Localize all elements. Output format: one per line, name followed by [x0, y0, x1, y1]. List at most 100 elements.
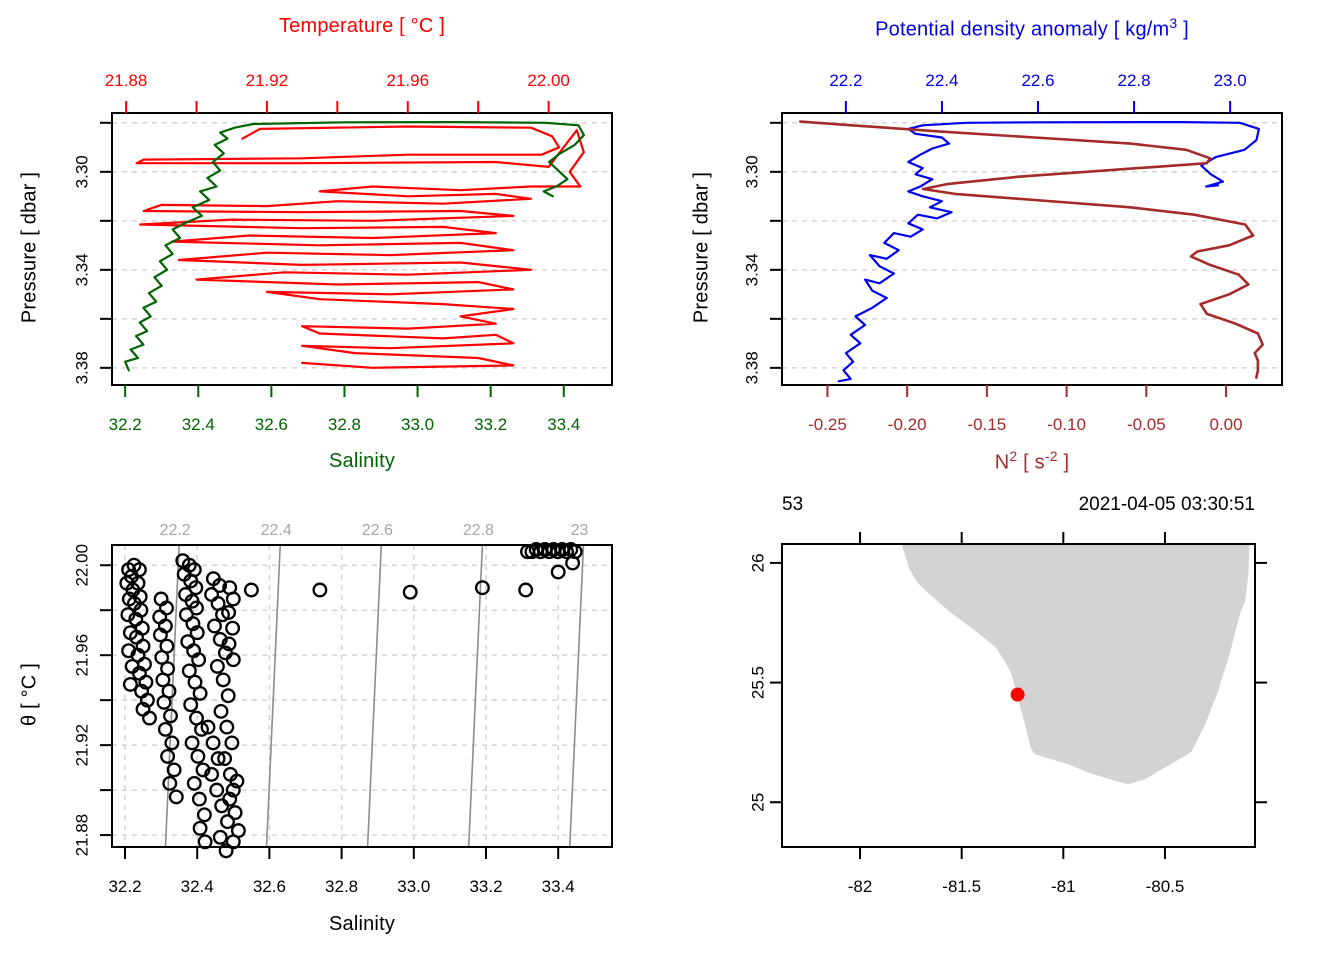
ts-point	[212, 631, 228, 647]
ts-point	[243, 582, 259, 598]
ts-point	[181, 663, 197, 679]
tick-label: 32.6	[253, 877, 286, 896]
tick-label: 32.4	[181, 877, 214, 896]
tick-label: -82	[848, 877, 873, 896]
ts-point	[200, 719, 216, 735]
tick-label: 22.8	[1118, 71, 1151, 90]
ts-point	[186, 775, 202, 791]
tick-label: 32.2	[109, 415, 142, 434]
ts-point	[189, 625, 205, 641]
tick-label: 21.96	[73, 634, 92, 677]
ts-point	[225, 591, 241, 607]
ts-point	[185, 616, 201, 632]
salinity-axis-title-bottom-left: Salinity	[328, 913, 396, 935]
temperature-salinity-profile-panel: 3.30 3.34 3.38 21.88 21.92 21.96 22.00 32.2 32.4…	[73, 71, 613, 434]
tick-label: 21.88	[105, 71, 148, 90]
tick-label: 3.34	[743, 253, 762, 286]
ts-point	[205, 735, 221, 751]
series-n-squared	[799, 120, 1264, 379]
ts-point	[155, 672, 171, 688]
station-datetime: 2021-04-05 03:30:51	[1078, 494, 1255, 515]
ts-point	[192, 820, 208, 836]
ts-point	[217, 751, 233, 767]
tick-label: -0.25	[808, 415, 847, 434]
ts-point	[207, 618, 222, 634]
tick-label: 25.5	[749, 666, 768, 699]
ts-point	[474, 580, 490, 596]
isopycnal-contour	[467, 544, 484, 848]
tick-label: 33.4	[547, 415, 580, 434]
density-axis-title: Potential density anomaly [ kg/m3 ]	[875, 15, 1189, 41]
ts-point	[152, 627, 168, 643]
ts-point	[220, 814, 235, 830]
tick-label: 3.38	[73, 351, 92, 384]
tick-label: 33.0	[401, 415, 434, 434]
station-number: 53	[782, 494, 804, 515]
tick-label: 21.92	[73, 724, 92, 767]
tick-label: 22.4	[261, 522, 292, 539]
ts-point	[188, 580, 204, 596]
ts-point	[192, 685, 208, 701]
isopycnal-contour	[265, 544, 282, 848]
ts-point	[210, 751, 226, 767]
ts-point	[219, 719, 235, 735]
ts-point	[221, 605, 237, 620]
ts-point	[213, 703, 229, 719]
tick-label: 3.30	[743, 155, 762, 188]
ts-point	[160, 748, 176, 764]
ts-point	[196, 807, 212, 823]
ts-point	[312, 582, 328, 598]
ts-point	[124, 658, 140, 674]
ts-point	[121, 643, 137, 659]
salinity-axis-title-top-left: Salinity	[328, 450, 396, 472]
ts-scatter	[119, 542, 583, 859]
tick-label: 22.6	[1021, 71, 1054, 90]
ts-point	[209, 658, 225, 674]
ts-point	[157, 721, 173, 737]
ts-point	[194, 721, 209, 737]
ts-point	[214, 798, 230, 814]
tick-label: 33.2	[474, 415, 507, 434]
tick-label: 23.0	[1214, 71, 1247, 90]
ts-point	[166, 762, 182, 778]
tick-label: 0.00	[1209, 415, 1242, 434]
ts-point	[222, 791, 238, 807]
ts-point	[225, 652, 241, 668]
ts-point	[225, 782, 241, 798]
plot-box	[781, 543, 1256, 848]
plot-box	[111, 544, 613, 848]
tick-label: 32.8	[325, 877, 358, 896]
ts-point	[518, 582, 534, 598]
ts-point	[154, 649, 170, 665]
ts-point	[224, 735, 240, 751]
ts-point	[220, 688, 236, 704]
tick-label: 33.0	[397, 877, 430, 896]
pressure-axis-title-right: Pressure [ dbar ]	[690, 171, 713, 324]
temperature-axis-title: Temperature [ °C ]	[278, 15, 446, 37]
pressure-axis-title-left: Pressure [ dbar ]	[18, 171, 41, 324]
ts-point	[227, 805, 243, 821]
ts-point	[230, 823, 246, 839]
ts-point	[218, 843, 234, 859]
ts-point	[119, 575, 135, 591]
tick-label: -81	[1051, 877, 1076, 896]
tick-label: 21.92	[246, 71, 289, 90]
tick-label: -80.5	[1146, 877, 1185, 896]
tick-label: 22.2	[160, 522, 191, 539]
series-temperature	[135, 125, 585, 369]
ts-point	[215, 672, 231, 688]
ts-point	[183, 697, 199, 713]
density-n2-profile-panel: 3.30 3.34 3.38 22.2 22.4 22.6 22.8 23.0 -0.25 -0.…	[743, 71, 1283, 434]
tick-label: 3.34	[73, 253, 92, 286]
ts-point	[204, 587, 220, 602]
isopycnal-contour	[568, 544, 585, 848]
n2-axis-title: N2 [ s-2 ]	[994, 448, 1070, 474]
ts-point	[190, 748, 206, 764]
tick-label: 22.8	[463, 522, 494, 539]
tick-label: 3.38	[743, 351, 762, 384]
tick-label: 3.30	[73, 155, 92, 188]
ts-point	[221, 636, 237, 652]
tick-label: 33.4	[542, 877, 575, 896]
ts-point	[184, 735, 200, 751]
